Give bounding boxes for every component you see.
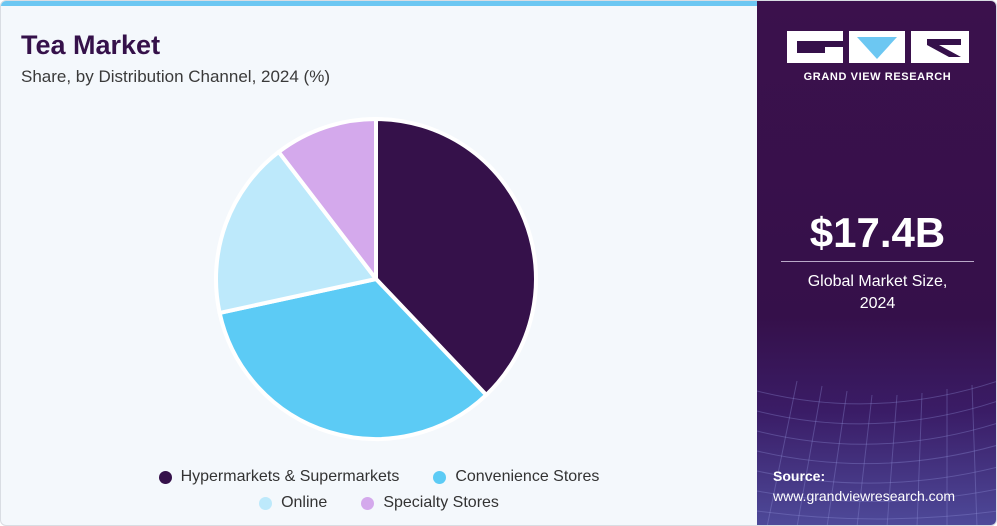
market-size-caption: Global Market Size, 2024 (757, 271, 996, 315)
pie-slice-online (214, 149, 378, 315)
wave-grid-decoration (757, 380, 996, 525)
source-link[interactable]: www.grandviewresearch.com (773, 488, 956, 504)
source-note: Source: www.grandviewresearch.com (773, 466, 955, 506)
legend-item-online: Online (259, 494, 327, 512)
market-size-value: $17.4B (809, 209, 946, 256)
top-accent-bar (1, 1, 757, 6)
legend-item-hypermarkets: Hypermarkets & Supermarkets (158, 468, 400, 486)
pie-slice-specialty (276, 117, 378, 281)
pie-chart (214, 117, 538, 441)
pie-slice-convenience (217, 277, 489, 441)
legend-label: Convenience Stores (455, 468, 600, 485)
chart-subtitle: Share, by Distribution Channel, 2024 (%) (21, 67, 330, 86)
logo-text: GRAND VIEW RESEARCH (803, 71, 952, 83)
legend-item-specialty: Specialty Stores (361, 494, 499, 512)
grand-view-research-logo (787, 31, 969, 63)
legend-swatch (433, 470, 447, 484)
source-label: Source: (773, 468, 826, 484)
caption-line-2: 2024 (859, 295, 896, 312)
divider (781, 261, 974, 262)
legend-label: Hypermarkets & Supermarkets (180, 468, 400, 485)
legend-row-1: Hypermarkets & Supermarkets Convenience … (1, 464, 757, 490)
legend-label: Online (281, 494, 328, 511)
summary-panel: GRAND VIEW RESEARCH $17.4B Global Market… (757, 1, 996, 525)
caption-line-1: Global Market Size, (807, 273, 948, 290)
legend-swatch (158, 470, 172, 484)
legend-swatch (259, 496, 273, 510)
legend-swatch (361, 496, 375, 510)
legend-row-2: Online Specialty Stores (1, 490, 757, 516)
chart-panel: Tea Market Share, by Distribution Channe… (1, 6, 757, 525)
legend-item-convenience: Convenience Stores (433, 468, 599, 486)
pie-slice-hypermarkets (374, 117, 538, 397)
chart-title: Tea Market (21, 30, 161, 60)
chart-legend: Hypermarkets & Supermarkets Convenience … (1, 464, 757, 516)
legend-label: Specialty Stores (383, 494, 499, 511)
